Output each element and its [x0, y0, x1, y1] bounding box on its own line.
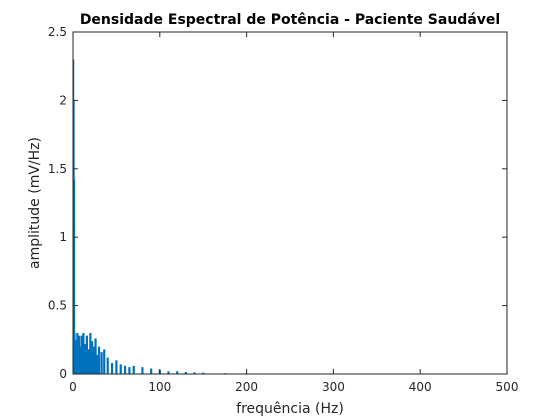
plot-area-frame [72, 31, 508, 375]
y-tick-label: 2.5 [48, 25, 67, 39]
bar-series [72, 59, 509, 374]
y-tick-label: 2 [59, 93, 67, 107]
x-tick-label: 200 [235, 380, 258, 394]
x-tick-label: 300 [322, 380, 345, 394]
x-tick-label: 500 [496, 380, 519, 394]
x-axis-label: frequência (Hz) [236, 401, 344, 417]
y-tick-label: 1 [59, 230, 67, 244]
x-tick-label: 100 [148, 380, 171, 394]
x-tick-label: 400 [409, 380, 432, 394]
axis-ticks: 0 100 200 300 400 500 0 0.5 1 1.5 2 2.5 [48, 25, 519, 394]
y-tick-label: 0 [59, 367, 67, 381]
chart-title: Densidade Espectral de Potência - Pacien… [80, 12, 500, 28]
y-tick-label: 1.5 [48, 162, 67, 176]
y-axis-label: amplitude (mV/Hz) [27, 137, 43, 269]
y-tick-label: 0.5 [48, 299, 67, 313]
x-tick-label: 0 [69, 380, 77, 394]
